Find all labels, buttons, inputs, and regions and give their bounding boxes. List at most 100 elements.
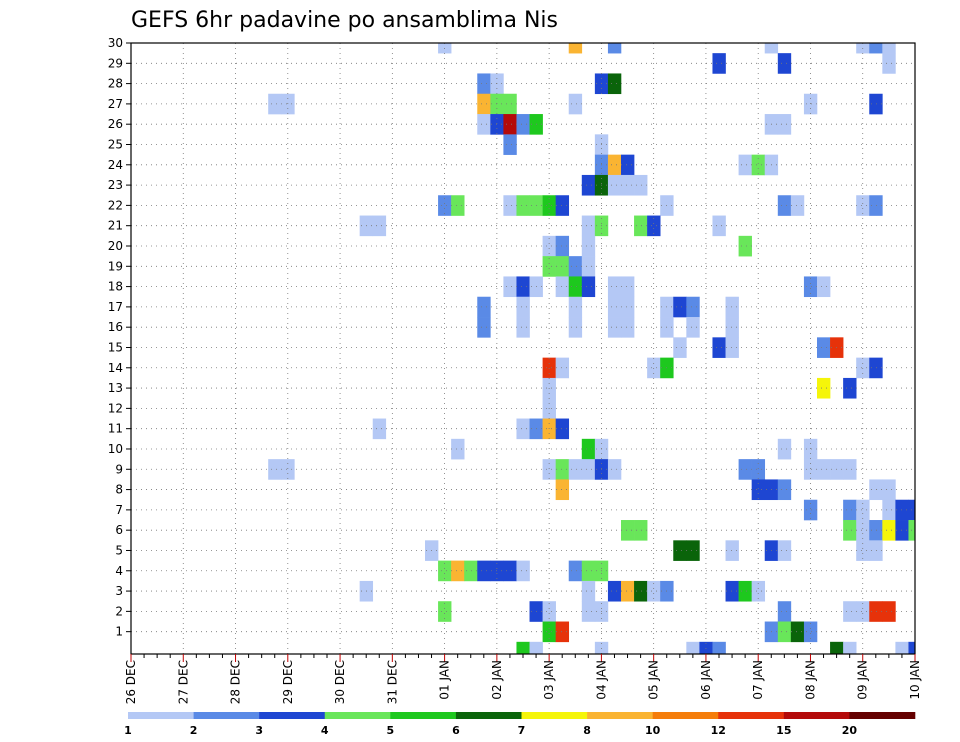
heatmap-cell bbox=[568, 560, 583, 582]
heatmap-cell bbox=[764, 43, 779, 54]
legend-swatch bbox=[521, 712, 588, 719]
heatmap-cell bbox=[712, 53, 726, 74]
y-tick-label: 22 bbox=[108, 198, 123, 212]
heatmap-cell bbox=[777, 114, 792, 135]
y-tick-label: 15 bbox=[108, 340, 123, 354]
heatmap-cell bbox=[647, 357, 661, 379]
heatmap-cell bbox=[503, 560, 517, 582]
legend-swatch bbox=[259, 712, 326, 719]
legend-label: 15 bbox=[776, 724, 791, 737]
heatmap-cell bbox=[843, 377, 857, 399]
heatmap-cell bbox=[568, 317, 583, 338]
heatmap-cell bbox=[477, 73, 491, 95]
heatmap-cell bbox=[777, 621, 792, 643]
heatmap-cell bbox=[725, 540, 739, 561]
heatmap-cell bbox=[634, 174, 648, 196]
heatmap-cell bbox=[607, 296, 622, 318]
heatmap-cell bbox=[725, 296, 739, 318]
heatmap-cell bbox=[647, 215, 661, 237]
heatmap-cell bbox=[621, 296, 635, 318]
heatmap-cell bbox=[751, 479, 766, 501]
heatmap-cell bbox=[621, 520, 635, 541]
legend-swatch bbox=[390, 712, 457, 719]
heatmap-cell bbox=[621, 317, 635, 338]
heatmap-cell bbox=[581, 215, 596, 237]
heatmap-cell bbox=[803, 621, 818, 643]
heatmap-cell bbox=[647, 580, 661, 602]
heatmap-cell bbox=[621, 276, 635, 298]
y-tick-label: 24 bbox=[108, 158, 123, 172]
heatmap-cell bbox=[725, 580, 739, 602]
heatmap-cell bbox=[751, 154, 766, 176]
heatmap-cell bbox=[882, 601, 896, 622]
heatmap-cell bbox=[621, 580, 635, 602]
heatmap-cell bbox=[451, 195, 465, 216]
heatmap-cell bbox=[607, 317, 622, 338]
legend-label: 2 bbox=[190, 724, 198, 737]
heatmap-cell bbox=[477, 93, 491, 115]
heatmap-cell bbox=[490, 114, 504, 135]
x-tick-label: 05 JAN bbox=[647, 660, 661, 700]
y-tick-label: 19 bbox=[108, 259, 123, 273]
legend-swatch bbox=[849, 712, 916, 719]
color-legend: 1 2 3 4 5 6 7 8 10 12 15 20 bbox=[124, 712, 916, 737]
x-tick-label: 08 JAN bbox=[803, 660, 817, 700]
heatmap-cell bbox=[555, 459, 570, 480]
heatmap-cell bbox=[712, 215, 726, 237]
x-tick-label: 07 JAN bbox=[751, 660, 765, 700]
heatmap-cell bbox=[516, 195, 530, 216]
heatmap-cell bbox=[803, 438, 818, 460]
heatmap-cell bbox=[895, 499, 909, 521]
heatmap-cell bbox=[529, 641, 543, 655]
heatmap-cell bbox=[686, 296, 700, 318]
heatmap-cell bbox=[516, 114, 530, 135]
heatmap-cell bbox=[281, 459, 295, 480]
x-axis: 26 DEC 27 DEC 28 DEC 29 DEC 30 DEC 31 DEC 01 J… bbox=[124, 654, 922, 704]
heatmap-cell bbox=[555, 479, 570, 501]
legend-label: 10 bbox=[645, 724, 661, 737]
y-tick-label: 6 bbox=[115, 523, 123, 537]
heatmap-cell bbox=[438, 601, 452, 622]
heatmap-cell bbox=[869, 195, 883, 216]
heatmap-cell bbox=[490, 560, 504, 582]
heatmap-cell bbox=[869, 520, 883, 541]
y-tick-label: 10 bbox=[108, 442, 123, 456]
heatmap-cell bbox=[686, 317, 700, 338]
heatmap-cell bbox=[581, 256, 596, 277]
heatmap-cell bbox=[869, 357, 883, 379]
heatmap-cell bbox=[686, 641, 700, 655]
legend-label: 12 bbox=[711, 724, 726, 737]
heatmap-cell bbox=[777, 540, 792, 561]
x-tick-label: 03 JAN bbox=[542, 660, 556, 700]
heatmap-cell bbox=[542, 621, 556, 643]
heatmap-cell bbox=[581, 459, 596, 480]
heatmap-cell bbox=[581, 601, 596, 622]
heatmap-cell bbox=[581, 276, 596, 298]
y-tick-label: 25 bbox=[108, 137, 123, 151]
y-tick-label: 5 bbox=[115, 543, 123, 557]
heatmap-cell bbox=[777, 53, 792, 74]
legend-swatch bbox=[455, 712, 522, 719]
y-tick-label: 20 bbox=[108, 239, 123, 253]
legend-label: 8 bbox=[583, 724, 591, 737]
heatmap-cell bbox=[725, 317, 739, 338]
heatmap-cell bbox=[751, 580, 766, 602]
heatmap-cell bbox=[777, 438, 792, 460]
heatmap-cell bbox=[555, 235, 570, 257]
heatmap-cell bbox=[438, 195, 452, 216]
heatmap-cell bbox=[817, 276, 831, 298]
heatmap-cell bbox=[503, 276, 517, 298]
heatmap-cell bbox=[607, 43, 622, 54]
heatmap-cell bbox=[882, 520, 896, 541]
heatmap-cell bbox=[555, 276, 570, 298]
heatmap-cell bbox=[372, 215, 387, 237]
heatmap-cell bbox=[477, 317, 491, 338]
y-tick-label: 7 bbox=[115, 503, 123, 517]
heatmap-cell bbox=[869, 43, 883, 54]
heatmap-cell bbox=[790, 621, 805, 643]
y-tick-label: 11 bbox=[108, 422, 123, 436]
heatmap-cell bbox=[516, 317, 530, 338]
heatmap-cell bbox=[843, 499, 857, 521]
heatmap-cell bbox=[882, 499, 896, 521]
